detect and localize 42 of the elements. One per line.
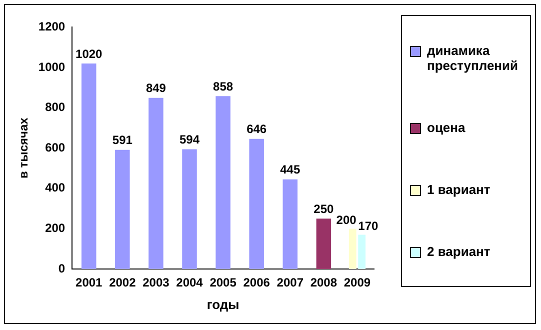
y-tick-label: 1200 [38,20,66,34]
y-tick-label: 1000 [38,60,66,74]
bar [148,98,164,269]
data-label: 858 [213,79,234,94]
bar [348,228,356,269]
bar [358,234,366,269]
legend-label: 1 вариант [427,182,490,197]
legend-label: оцена [427,120,466,136]
x-axis-title: годы [206,296,240,312]
y-tick-label: 0 [58,261,66,276]
data-label: 170 [358,219,378,234]
data-label: 445 [280,162,300,177]
data-label: 591 [112,133,133,148]
data-label: 849 [146,81,166,96]
data-label: 646 [246,122,267,136]
y-tick-label: 400 [45,180,66,195]
bar [282,179,298,269]
x-tick-label: 2006 [243,276,270,290]
x-tick-label: 2005 [210,276,237,290]
x-tick-label: 2002 [109,276,136,290]
bar [182,149,197,269]
y-tick-label: 800 [45,100,66,114]
y-tick-label: 200 [45,221,66,236]
x-tick-label: 2001 [76,276,103,290]
x-tick-label: 2004 [176,276,204,290]
data-label: 594 [179,132,200,147]
data-label: 250 [314,202,334,216]
data-label: 1020 [76,46,103,61]
y-axis-title: в тысячах [16,117,31,179]
y-tick-label: 600 [45,140,66,154]
x-tick-label: 2008 [310,276,338,290]
bar [81,63,96,269]
legend-label: 2 вариант [427,244,490,259]
x-tick-label: 2003 [142,276,170,290]
bar [216,96,230,269]
bar [249,138,264,269]
x-tick-label: 2009 [344,276,371,290]
bar [115,150,130,269]
x-tick-label: 2007 [276,276,304,290]
bar [316,218,332,269]
data-label: 200 [336,213,357,228]
legend-label: динамика преступлений [427,43,520,74]
